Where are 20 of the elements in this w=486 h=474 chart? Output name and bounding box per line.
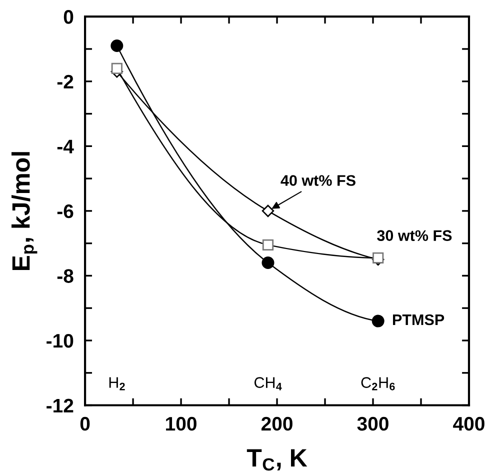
y-tick-label: -12: [46, 398, 74, 412]
x-tick-label: 300: [357, 416, 388, 431]
x-tick-label: 400: [453, 416, 484, 431]
annotation: H$_{2}$: [109, 377, 125, 390]
y-tick-label: -2: [57, 74, 74, 88]
x-tick-label: 200: [261, 416, 292, 431]
series-label: PTMSP: [393, 314, 444, 326]
x-tick-label: 100: [166, 416, 196, 431]
series-label: 40 wt% FS: [280, 175, 356, 186]
legend-label: 30 wt% FS: [377, 230, 452, 242]
x-tick-label: 0: [80, 416, 90, 431]
y-axis-title: E$_{p}$, kJ/mol: [12, 152, 38, 270]
annotation: CH$_{4}$: [254, 377, 282, 390]
y-tick-label: 0: [64, 10, 74, 24]
y-tick-label: -4: [57, 140, 74, 154]
y-tick-label: -6: [57, 204, 74, 218]
y-tick-label: -8: [57, 269, 74, 283]
y-tick-label: -10: [46, 334, 74, 348]
annotation: C$_{2}$H$_{6}$: [361, 377, 395, 390]
x-axis-title: T$_{C}$, K: [246, 449, 308, 471]
